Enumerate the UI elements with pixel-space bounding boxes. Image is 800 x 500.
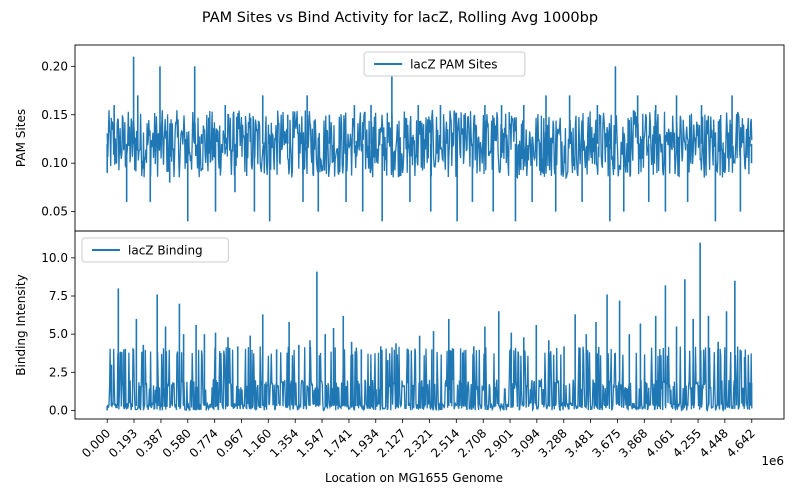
x-tick-label: 1.741 — [321, 426, 355, 460]
x-tick-label: 0.193 — [106, 426, 140, 460]
x-axis-label: Location on MG1655 Genome — [325, 471, 503, 485]
x-tick-label: 1.547 — [294, 426, 328, 460]
legend: lacZ PAM Sites — [363, 51, 526, 77]
x-tick-label: 2.901 — [482, 426, 516, 460]
y-tick-label: 10.0 — [41, 251, 68, 265]
legend: lacZ Binding — [81, 237, 229, 263]
y-tick-label: 0.20 — [41, 59, 68, 73]
x-tick-label: 4.255 — [670, 426, 704, 460]
x-tick-label: 1.934 — [348, 426, 382, 460]
legend-label: lacZ PAM Sites — [410, 58, 497, 72]
x-tick-label: 1.160 — [240, 426, 274, 460]
x-axis-offset-text: 1e6 — [761, 454, 784, 468]
series-line-noise — [106, 109, 753, 180]
legend-box — [363, 51, 526, 77]
y-tick-label: 0.0 — [49, 403, 68, 417]
x-tick-label: 4.448 — [697, 426, 731, 460]
x-tick-label: 2.514 — [428, 426, 462, 460]
y-tick-label: 0.05 — [41, 205, 68, 219]
x-tick-label: 0.774 — [187, 426, 221, 460]
y-tick-label: 5.0 — [49, 327, 68, 341]
y-tick-label: 2.5 — [49, 365, 68, 379]
x-tick-label: 0.000 — [79, 426, 113, 460]
figure-title: PAM Sites vs Bind Activity for lacZ, Rol… — [202, 10, 598, 26]
y-axis-label: PAM Sites — [14, 109, 28, 167]
x-tick-label: 3.481 — [562, 426, 596, 460]
x-tick-label: 4.061 — [643, 426, 677, 460]
x-tick-label: 3.094 — [509, 426, 543, 460]
y-tick-label: 7.5 — [49, 289, 68, 303]
y-tick-label: 0.15 — [41, 108, 68, 122]
x-tick-label: 3.868 — [616, 426, 650, 460]
x-tick-label: 2.321 — [401, 426, 435, 460]
x-tick-label: 0.967 — [213, 426, 247, 460]
x-tick-label: 4.642 — [724, 426, 758, 460]
legend-box — [81, 237, 229, 263]
x-tick-label: 0.580 — [160, 426, 194, 460]
x-tick-label: 1.354 — [267, 426, 301, 460]
x-tick-label: 0.387 — [133, 426, 167, 460]
legend-label: lacZ Binding — [128, 244, 203, 258]
x-tick-label: 2.127 — [374, 426, 408, 460]
subplot-1: 0.05 0.10 0.15 0.20 PAM Sites lacZ PAM Sites — [14, 44, 785, 232]
y-tick-label: 0.10 — [41, 156, 68, 170]
x-tick-label: 2.708 — [455, 426, 489, 460]
x-tick-label: 3.288 — [536, 426, 570, 460]
subplot-2: 0.0 2.5 5.0 7.5 10.0 Binding Intensity lacZ Bi… — [14, 230, 785, 420]
x-tick-label: 3.675 — [589, 426, 623, 460]
y-axis-label: Binding Intensity — [14, 274, 28, 375]
series-line-noise — [106, 346, 753, 413]
